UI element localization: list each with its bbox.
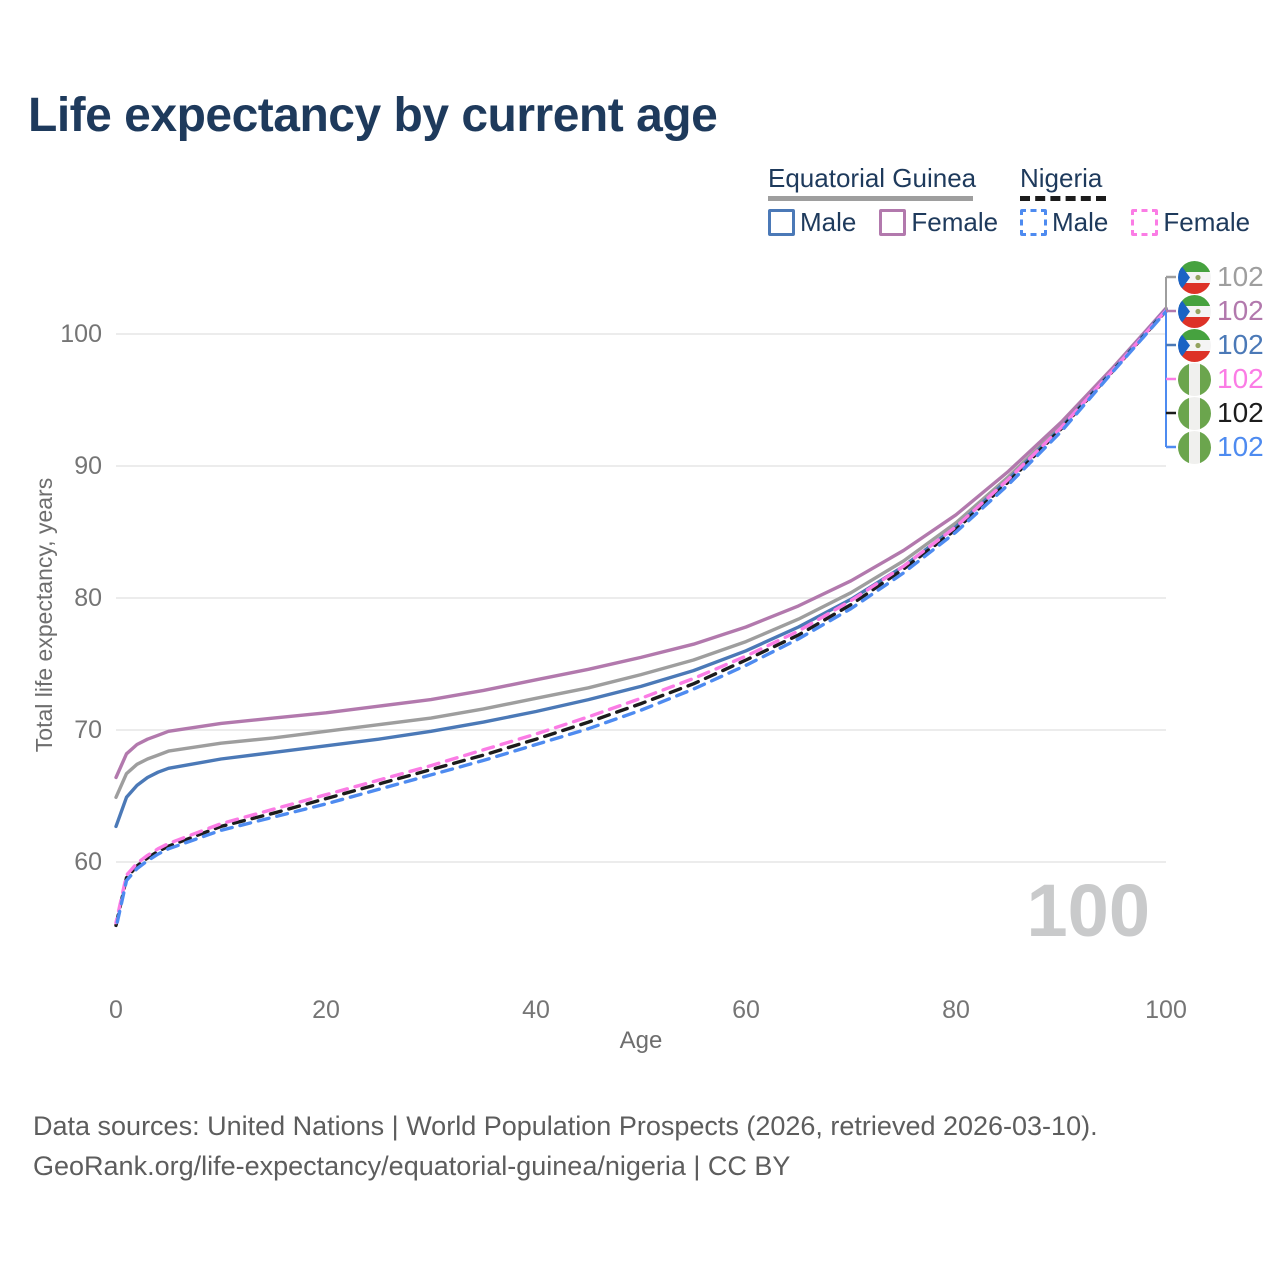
data-sources-line: Data sources: United Nations | World Pop… — [33, 1111, 1098, 1141]
legend-group-equatorial-guinea: Equatorial Guinea Male Female — [768, 163, 998, 237]
x-tick-label: 100 — [1145, 996, 1187, 1024]
eg-male-swatch[interactable] — [768, 209, 795, 236]
line-ng-male — [114, 309, 1168, 930]
line-ng-total — [114, 309, 1168, 928]
line-eg-total — [114, 307, 1168, 799]
eg-total-line-swatch — [768, 196, 973, 201]
eg-male-label[interactable]: Male — [800, 207, 857, 237]
endpoint-labels: 102 102 102 102 102 102 — [1178, 260, 1264, 464]
nigeria-flag-icon — [1178, 363, 1211, 396]
endpoint-value: 102 — [1217, 329, 1264, 360]
ng-female-label[interactable]: Female — [1163, 207, 1251, 237]
x-tick-label: 80 — [942, 996, 970, 1024]
legend-header-equatorial-guinea[interactable]: Equatorial Guinea — [768, 163, 977, 193]
x-tick-label: 0 — [109, 996, 123, 1024]
y-tick-label: 70 — [74, 716, 102, 744]
endpoint-value: 102 — [1217, 295, 1264, 326]
endpoint-eg-total: 102 — [1178, 260, 1264, 294]
ng-female-swatch[interactable] — [1131, 209, 1159, 236]
line-ng-female — [114, 308, 1168, 925]
equatorial-guinea-flag-icon — [1178, 329, 1211, 362]
page-title: Life expectancy by current age — [28, 89, 718, 142]
nigeria-flag-icon — [1178, 397, 1211, 430]
legend-header-nigeria[interactable]: Nigeria — [1020, 163, 1103, 193]
attribution-line: GeoRank.org/life-expectancy/equatorial-g… — [33, 1151, 791, 1181]
endpoint-value: 102 — [1217, 363, 1264, 394]
equatorial-guinea-flag-icon — [1178, 261, 1211, 294]
x-tick-label: 20 — [312, 996, 340, 1024]
eg-female-label[interactable]: Female — [911, 207, 999, 237]
y-tick-label: 80 — [74, 584, 102, 612]
hover-age-watermark: 100 — [1026, 869, 1150, 952]
endpoint-eg-male: 102 — [1178, 328, 1264, 362]
x-axis-title: Age — [619, 1027, 663, 1054]
eg-female-swatch[interactable] — [879, 209, 907, 236]
line-eg-male — [114, 307, 1168, 829]
footer: Data sources: United Nations | World Pop… — [33, 1106, 1098, 1186]
endpoint-value: 102 — [1217, 261, 1264, 292]
endpoint-ng-female: 102 — [1178, 362, 1264, 396]
y-tick-label: 90 — [74, 452, 102, 480]
endpoint-ng-total: 102 — [1178, 396, 1264, 430]
endpoint-value: 102 — [1217, 431, 1264, 462]
equatorial-guinea-flag-icon — [1178, 295, 1211, 328]
ng-total-line-swatch — [1020, 196, 1106, 201]
y-tick-label: 60 — [74, 848, 102, 876]
endpoint-value: 102 — [1217, 397, 1264, 428]
y-tick-label: 100 — [60, 320, 102, 348]
endpoint-ng-male: 102 — [1178, 430, 1264, 464]
x-tick-label: 40 — [522, 996, 550, 1024]
ng-male-swatch[interactable] — [1020, 209, 1047, 236]
x-tick-label: 60 — [732, 996, 760, 1024]
ng-male-label[interactable]: Male — [1052, 207, 1109, 237]
line-eg-female — [114, 306, 1168, 780]
nigeria-flag-icon — [1178, 431, 1211, 464]
endpoint-eg-female: 102 — [1178, 294, 1264, 328]
legend-group-nigeria: Nigeria Male Female — [1020, 163, 1250, 237]
